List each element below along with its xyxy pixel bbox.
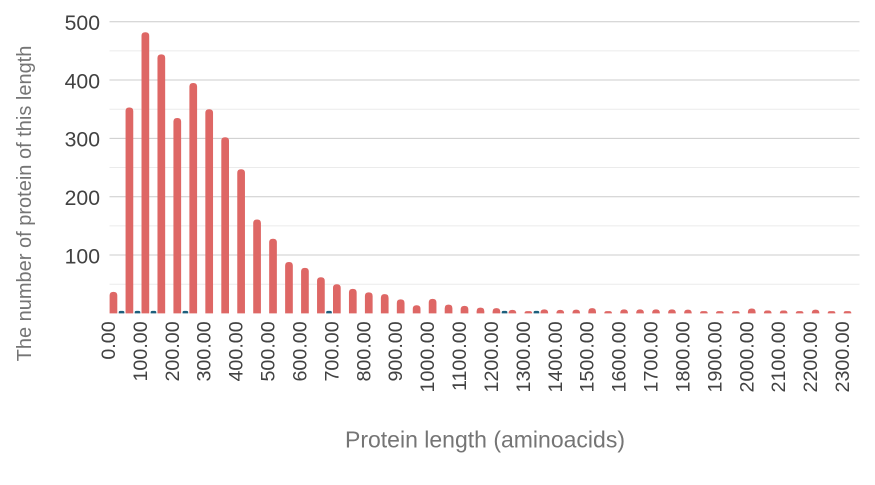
svg-text:0.00: 0.00 <box>98 321 120 359</box>
svg-text:1500.00: 1500.00 <box>577 321 599 392</box>
svg-text:400.00: 400.00 <box>226 321 248 381</box>
svg-text:100: 100 <box>65 245 100 268</box>
svg-text:700.00: 700.00 <box>321 321 343 381</box>
svg-text:1900.00: 1900.00 <box>704 321 726 392</box>
svg-text:2200.00: 2200.00 <box>800 321 822 392</box>
svg-text:The number of protein of this: The number of protein of this length <box>14 46 36 362</box>
svg-text:500.00: 500.00 <box>258 321 280 381</box>
svg-text:600.00: 600.00 <box>289 321 311 381</box>
svg-text:1700.00: 1700.00 <box>641 321 663 392</box>
svg-text:500: 500 <box>65 12 100 35</box>
svg-text:1600.00: 1600.00 <box>609 321 631 392</box>
svg-text:Protein length (aminoacids): Protein length (aminoacids) <box>345 427 625 453</box>
svg-text:200: 200 <box>65 187 100 210</box>
svg-text:200.00: 200.00 <box>162 321 184 381</box>
svg-text:300: 300 <box>65 129 100 152</box>
svg-text:1400.00: 1400.00 <box>545 321 567 392</box>
svg-text:900.00: 900.00 <box>385 321 407 381</box>
svg-text:1000.00: 1000.00 <box>417 321 439 392</box>
svg-text:300.00: 300.00 <box>194 321 216 381</box>
svg-text:1200.00: 1200.00 <box>481 321 503 392</box>
svg-text:100.00: 100.00 <box>130 321 152 381</box>
svg-text:2300.00: 2300.00 <box>832 321 854 392</box>
svg-text:1300.00: 1300.00 <box>513 321 535 392</box>
svg-text:1100.00: 1100.00 <box>449 321 471 391</box>
svg-text:400: 400 <box>65 70 100 93</box>
svg-text:2100.00: 2100.00 <box>768 321 790 392</box>
svg-text:800.00: 800.00 <box>353 321 375 381</box>
svg-text:1800.00: 1800.00 <box>672 321 694 392</box>
svg-text:2000.00: 2000.00 <box>736 321 758 392</box>
